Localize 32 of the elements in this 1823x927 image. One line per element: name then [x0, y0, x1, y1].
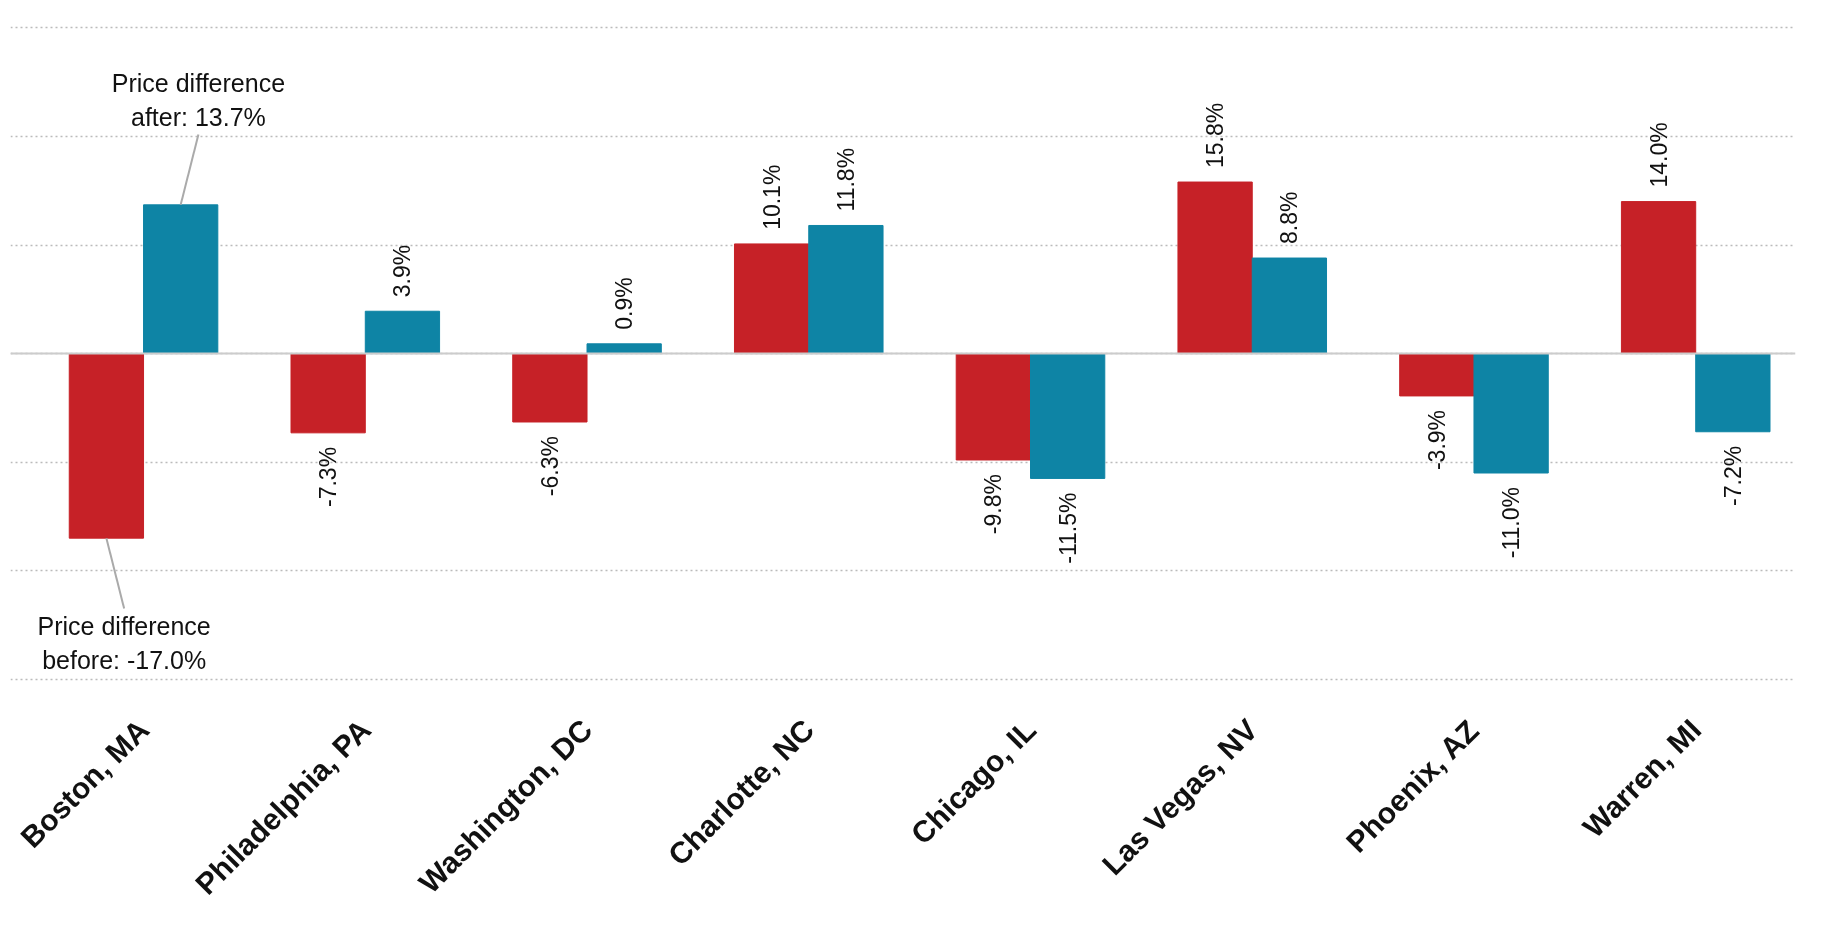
data-label: 15.8% [1202, 102, 1229, 168]
bar [1030, 353, 1106, 479]
bar [1177, 181, 1253, 355]
data-label: -11.0% [1498, 487, 1525, 559]
data-label: 3.9% [389, 244, 416, 298]
text: Price difference before: -17.0% [37, 611, 211, 674]
data-label: 10.1% [758, 164, 785, 230]
bar [68, 353, 145, 539]
data-label: 11.8% [832, 147, 859, 212]
data-label: -6.3% [536, 436, 563, 497]
data-label: -3.9% [1423, 409, 1450, 471]
bar [364, 310, 441, 355]
bar [290, 353, 366, 434]
bar [586, 343, 662, 355]
bar [1473, 353, 1549, 474]
bar [733, 243, 810, 355]
bar [955, 353, 1031, 461]
text: Price difference after: 13.7% [111, 69, 286, 132]
bar [512, 353, 588, 423]
data-label: 0.9% [611, 277, 638, 330]
data-label: -7.3% [315, 446, 342, 507]
bar [1695, 353, 1771, 433]
data-label: 8.8% [1276, 191, 1303, 244]
bar [808, 224, 884, 355]
bar [1620, 201, 1697, 355]
bar [1399, 353, 1475, 397]
bar [1251, 257, 1328, 355]
data-label: -7.2% [1719, 445, 1746, 506]
bar [143, 204, 219, 355]
data-label: 14.0% [1645, 122, 1672, 188]
data-label: -9.8% [980, 474, 1007, 535]
data-label: -11.5% [1054, 492, 1081, 564]
